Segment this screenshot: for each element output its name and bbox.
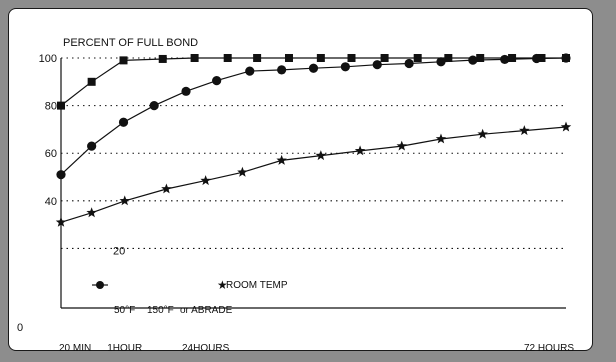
legend-room-temp: ROOM TEMP [226,280,288,291]
y-tick-label: 100 [39,53,57,65]
series-star-line [60,126,567,223]
series-lines [55,53,572,227]
data-point-star [477,128,488,139]
data-point-star [315,150,327,161]
x-tick-label: 20 MIN [59,343,91,354]
data-point-circle [531,53,542,64]
data-point-square [380,54,389,62]
data-point-circle [56,170,66,180]
data-point-square [190,54,199,62]
data-point-square [57,101,65,110]
data-point-star [396,140,407,151]
data-point-circle [308,63,319,73]
series-circle-line [60,57,567,176]
data-point-star [55,216,67,227]
x-tick-labels: 20 MIN 1HOUR 24HOURS 72 HOURS [59,343,574,354]
legend-temp-150: 150°F [147,305,174,316]
y-tick-label: 0 [17,322,23,334]
data-point-star [161,183,172,194]
data-point-circle [468,55,478,65]
data-point-circle [277,65,287,75]
data-point-star [119,195,130,206]
legend-circle-marker [96,281,104,289]
data-point-square [223,54,232,62]
data-point-star [86,207,97,218]
data-point-square [253,54,262,62]
data-point-circle [340,62,350,72]
data-point-star [237,166,248,177]
legend-abrade: or ABRADE [180,305,233,316]
data-point-circle [372,60,382,70]
data-point-square [316,54,325,62]
data-point-circle [87,141,97,151]
data-point-star [435,133,447,144]
data-point-square [444,54,453,62]
data-point-circle [118,117,129,127]
data-point-circle [149,101,159,111]
data-point-square [508,54,517,62]
y-tick-label: 20 [113,245,125,257]
data-point-square [87,77,96,86]
y-tick-labels: 100 80 60 40 20 0 [17,53,125,334]
data-point-circle [404,58,414,69]
data-point-star [276,154,287,165]
data-point-star [200,175,211,186]
y-tick-label: 60 [45,148,57,160]
data-point-square [476,54,485,62]
x-tick-label: 24HOURS [182,343,230,354]
data-point-star [354,145,366,156]
data-point-circle [500,54,510,65]
data-point-circle [436,57,446,67]
y-tick-label: 80 [45,101,57,113]
legend-star-marker: ★ [217,278,228,292]
y-tick-label: 40 [45,196,57,208]
data-point-circle [181,86,191,96]
data-point-circle [561,53,571,63]
grid-lines [61,57,566,250]
legend: 50°F 150°F or ABRADE ★ ROOM TEMP [92,278,288,316]
data-point-circle [245,66,255,76]
data-point-square [347,54,356,62]
data-point-square [158,54,167,63]
data-point-star [560,121,572,132]
x-tick-label: 72 HOURS [524,343,574,354]
data-point-circle [212,76,222,86]
chart-frame [8,8,593,351]
data-point-square [413,54,422,62]
chart-title: PERCENT OF FULL BOND [63,37,198,49]
data-point-square [119,56,128,65]
data-point-square [284,54,293,62]
x-tick-label: 1HOUR [107,343,142,354]
data-point-star [519,125,530,136]
legend-temp-50: 50°F [114,305,135,316]
